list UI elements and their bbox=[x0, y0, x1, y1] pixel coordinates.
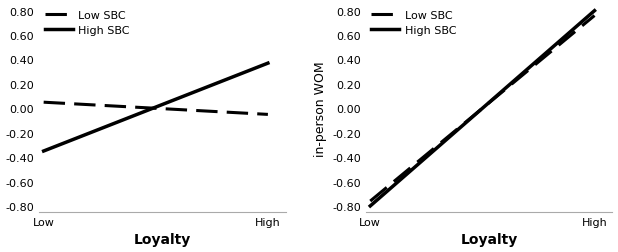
X-axis label: Loyalty: Loyalty bbox=[460, 233, 518, 246]
Legend: Low SBC, High SBC: Low SBC, High SBC bbox=[44, 11, 130, 36]
Y-axis label: in-person WOM: in-person WOM bbox=[313, 61, 326, 156]
X-axis label: Loyalty: Loyalty bbox=[134, 233, 191, 246]
Legend: Low SBC, High SBC: Low SBC, High SBC bbox=[371, 11, 456, 36]
